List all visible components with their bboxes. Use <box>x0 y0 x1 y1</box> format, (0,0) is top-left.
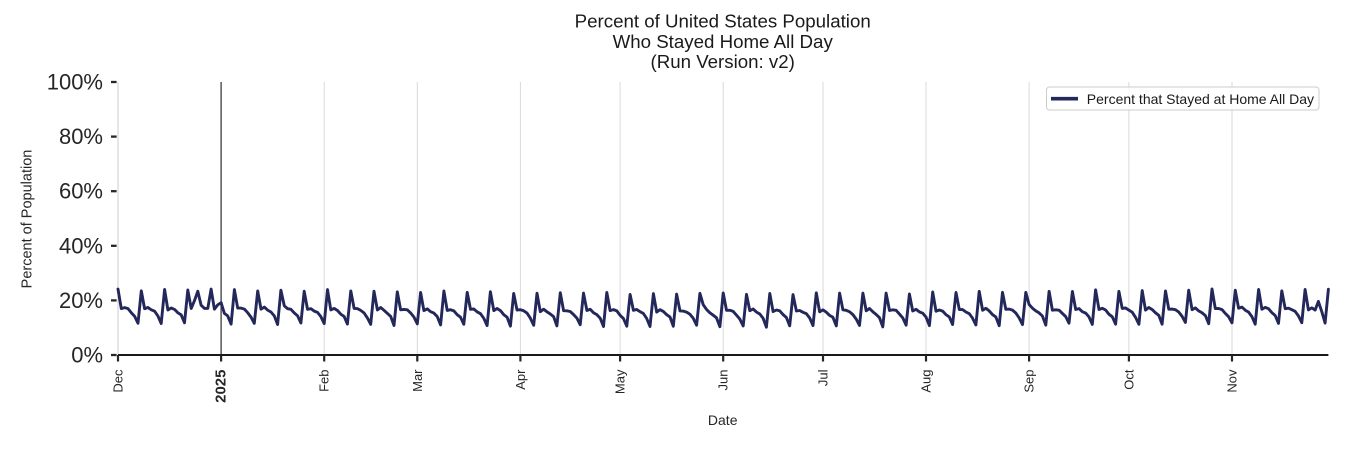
svg-text:Date: Date <box>708 412 738 428</box>
svg-text:Jun: Jun <box>716 370 731 391</box>
svg-text:Sep: Sep <box>1022 370 1037 393</box>
svg-text:Dec: Dec <box>111 369 126 393</box>
svg-text:2025: 2025 <box>213 370 230 403</box>
svg-text:May: May <box>613 369 628 394</box>
svg-text:Percent of Population: Percent of Population <box>20 150 36 289</box>
svg-text:60%: 60% <box>59 179 103 204</box>
svg-text:Mar: Mar <box>410 369 425 392</box>
svg-text:20%: 20% <box>59 288 103 313</box>
svg-text:Nov: Nov <box>1225 369 1240 393</box>
svg-text:(Run Version: v2): (Run Version: v2) <box>651 51 795 72</box>
svg-text:Who Stayed Home All Day: Who Stayed Home All Day <box>613 31 834 52</box>
svg-text:Aug: Aug <box>919 370 934 393</box>
svg-text:100%: 100% <box>47 70 103 95</box>
svg-text:Percent that Stayed at Home Al: Percent that Stayed at Home All Day <box>1087 91 1314 107</box>
svg-text:Percent of United States Popul: Percent of United States Population <box>575 11 871 32</box>
svg-text:Apr: Apr <box>513 369 528 390</box>
svg-text:Oct: Oct <box>1121 369 1136 390</box>
svg-text:Feb: Feb <box>317 370 332 392</box>
svg-text:0%: 0% <box>71 343 103 368</box>
svg-text:80%: 80% <box>59 124 103 149</box>
svg-text:40%: 40% <box>59 233 103 258</box>
svg-text:Jul: Jul <box>816 369 831 386</box>
